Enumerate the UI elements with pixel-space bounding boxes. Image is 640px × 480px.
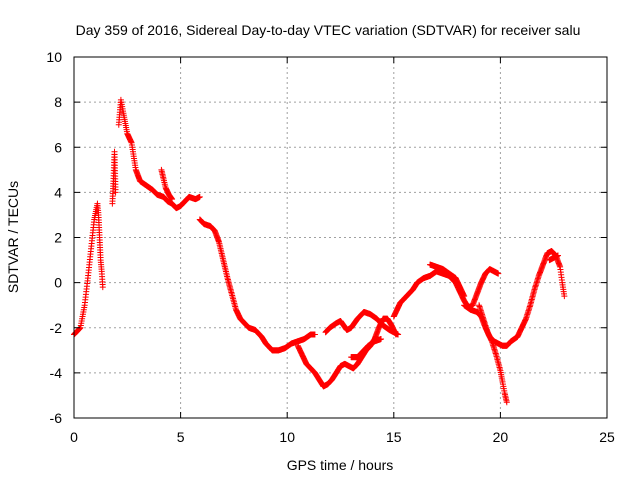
- data-point: [112, 189, 119, 196]
- data-point: [395, 331, 402, 338]
- y-tick-label: 10: [46, 49, 62, 65]
- data-point: [554, 252, 561, 259]
- y-tick-labels: -6 -4 -2 0 2 4 6 8 10: [46, 49, 62, 426]
- chart-title: Day 359 of 2016, Sidereal Day-to-day VTE…: [76, 22, 581, 38]
- data-series-salu: [71, 96, 568, 406]
- x-tick-label: 15: [386, 429, 402, 445]
- y-tick-label: 0: [54, 275, 62, 291]
- data-point: [495, 270, 502, 277]
- x-tick-label: 10: [279, 429, 295, 445]
- x-tick-label: 20: [493, 429, 509, 445]
- y-tick-label: -6: [50, 410, 63, 426]
- y-tick-label: -2: [50, 320, 63, 336]
- y-tick-label: 6: [54, 139, 62, 155]
- data-point: [99, 284, 106, 291]
- x-axis-label: GPS time / hours: [287, 457, 394, 473]
- data-point: [461, 293, 468, 300]
- y-tick-label: 2: [54, 230, 62, 246]
- data-point: [196, 193, 203, 200]
- y-tick-label: 4: [54, 184, 62, 200]
- y-tick-label: -4: [50, 365, 63, 381]
- data-point: [311, 331, 318, 338]
- y-axis-label: SDTVAR / TECUs: [5, 181, 21, 293]
- tick-marks: [73, 56, 608, 419]
- data-point: [378, 336, 385, 343]
- x-tick-labels: 0 5 10 15 20 25: [70, 429, 615, 445]
- y-tick-label: 8: [54, 94, 62, 110]
- grid-lines: [74, 57, 607, 418]
- data-point: [561, 293, 568, 300]
- x-tick-label: 0: [70, 429, 78, 445]
- data-point: [503, 399, 510, 406]
- data-point: [169, 196, 176, 203]
- x-tick-label: 25: [599, 429, 615, 445]
- x-tick-label: 5: [177, 429, 185, 445]
